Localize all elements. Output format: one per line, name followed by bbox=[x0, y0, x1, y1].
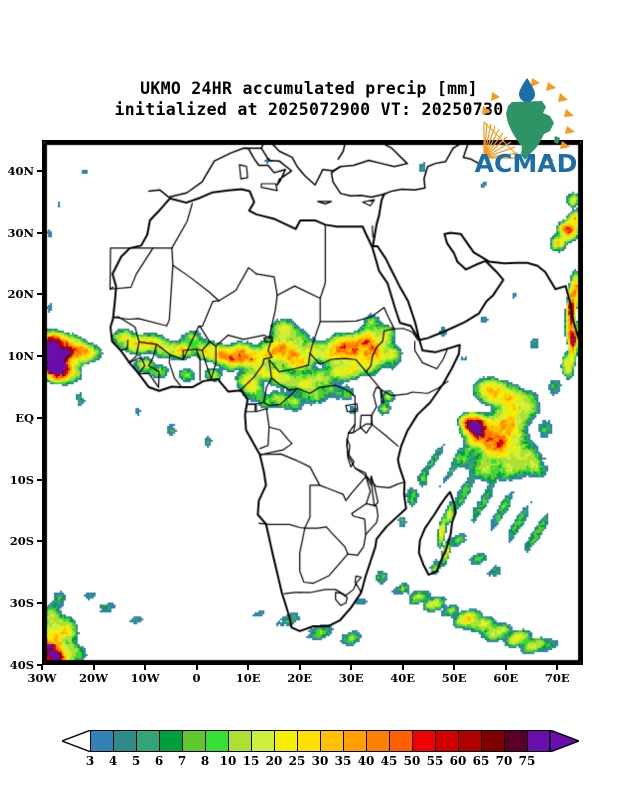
y-axis-tick bbox=[37, 602, 42, 605]
x-axis-tick bbox=[247, 665, 250, 670]
colorbar-cell bbox=[412, 730, 435, 752]
x-axis-label: 30W bbox=[27, 671, 57, 685]
colorbar-labels: 3 4 5 6 7 8 10 15 20 25 30 35 40 45 50 55 60 65 70 75 bbox=[0, 754, 618, 774]
colorbar-tick-label: 7 bbox=[177, 754, 187, 768]
colorbar-over-arrow bbox=[550, 730, 579, 752]
x-axis-tick bbox=[453, 665, 456, 670]
y-axis-label: 20N bbox=[7, 287, 34, 302]
x-axis-label: 10E bbox=[235, 671, 261, 685]
x-axis-tick bbox=[144, 665, 147, 670]
x-axis-label: 10W bbox=[130, 671, 160, 685]
colorbar-tick-label: 45 bbox=[380, 754, 398, 768]
x-axis-tick bbox=[41, 665, 43, 670]
x-axis-tick bbox=[298, 665, 301, 670]
precipitation-map bbox=[42, 140, 583, 665]
x-axis-tick bbox=[92, 665, 95, 670]
colorbar-tick-label: 50 bbox=[403, 754, 421, 768]
colorbar-swatches bbox=[90, 730, 550, 752]
y-axis-label: 30N bbox=[7, 225, 34, 240]
x-axis-label: 0 bbox=[192, 671, 201, 685]
x-axis-label: 40E bbox=[390, 671, 416, 685]
colorbar-tick-label: 40 bbox=[357, 754, 375, 768]
colorbar-tick-label: 25 bbox=[288, 754, 306, 768]
colorbar-cell bbox=[251, 730, 274, 752]
y-axis-label: 10N bbox=[7, 349, 34, 364]
colorbar-cell bbox=[205, 730, 228, 752]
x-axis-tick bbox=[504, 665, 507, 670]
logo-africa-shape bbox=[506, 101, 560, 160]
colorbar-cell bbox=[228, 730, 251, 752]
colorbar-tick-label: 8 bbox=[200, 754, 210, 768]
colorbar-under-arrow bbox=[62, 730, 91, 752]
y-axis-label: 20S bbox=[9, 534, 34, 549]
colorbar-cell bbox=[159, 730, 182, 752]
colorbar-tick-label: 10 bbox=[219, 754, 237, 768]
x-axis-label: 70E bbox=[544, 671, 570, 685]
y-axis-tick bbox=[37, 169, 42, 172]
y-axis-label: 30S bbox=[9, 596, 34, 611]
colorbar-tick-label: 55 bbox=[426, 754, 444, 768]
colorbar-cell bbox=[458, 730, 481, 752]
y-axis-tick bbox=[37, 540, 42, 543]
y-axis-tick bbox=[37, 355, 42, 358]
logo-water-drop bbox=[519, 78, 535, 102]
colorbar-cell bbox=[435, 730, 458, 752]
colorbar-cell bbox=[481, 730, 504, 752]
colorbar-tick-label: 70 bbox=[495, 754, 513, 768]
colorbar-cell bbox=[366, 730, 389, 752]
y-axis-tick bbox=[37, 293, 42, 296]
colorbar-cell bbox=[389, 730, 412, 752]
colorbar-tick-label: 35 bbox=[334, 754, 352, 768]
logo-text: ACMAD bbox=[475, 149, 578, 176]
colorbar: 3 4 5 6 7 8 10 15 20 25 30 35 40 45 50 55 60 65 70 75 bbox=[0, 726, 618, 786]
y-axis-tick bbox=[37, 664, 42, 666]
colorbar-cell bbox=[182, 730, 205, 752]
colorbar-tick-label: 75 bbox=[518, 754, 536, 768]
logo-ray-ring bbox=[482, 78, 575, 161]
map-canvas bbox=[44, 142, 581, 663]
x-axis-tick bbox=[350, 665, 353, 670]
colorbar-tick-label: 3 bbox=[85, 754, 95, 768]
colorbar-tick-label: 65 bbox=[472, 754, 490, 768]
y-axis-tick bbox=[37, 416, 42, 419]
colorbar-cell bbox=[90, 730, 113, 752]
colorbar-cell bbox=[113, 730, 136, 752]
x-axis-label: 60E bbox=[493, 671, 519, 685]
y-axis-label: 10S bbox=[9, 472, 34, 487]
x-axis-label: 50E bbox=[441, 671, 467, 685]
colorbar-cell bbox=[136, 730, 159, 752]
y-axis-tick bbox=[37, 231, 42, 234]
y-axis-label: EQ bbox=[15, 410, 34, 425]
y-axis-label: 40S bbox=[9, 658, 34, 672]
x-axis-label: 30E bbox=[338, 671, 364, 685]
acmad-logo: ACMAD bbox=[470, 76, 582, 176]
colorbar-cell bbox=[274, 730, 297, 752]
x-axis-tick bbox=[401, 665, 404, 670]
colorbar-tick-label: 20 bbox=[265, 754, 283, 768]
colorbar-cell bbox=[320, 730, 343, 752]
colorbar-cell bbox=[504, 730, 527, 752]
x-axis-label: 20W bbox=[79, 671, 108, 685]
colorbar-tick-label: 60 bbox=[449, 754, 467, 768]
x-axis-tick bbox=[195, 665, 198, 670]
logo-fan bbox=[483, 120, 522, 159]
x-axis-label: 20E bbox=[287, 671, 312, 685]
colorbar-tick-label: 4 bbox=[108, 754, 118, 768]
colorbar-tick-label: 15 bbox=[242, 754, 260, 768]
colorbar-tick-label: 6 bbox=[154, 754, 164, 768]
colorbar-cell bbox=[297, 730, 320, 752]
x-axis-tick bbox=[556, 665, 559, 670]
colorbar-tick-label: 5 bbox=[131, 754, 141, 768]
colorbar-cell bbox=[527, 730, 550, 752]
y-axis-label: 40N bbox=[7, 163, 34, 178]
colorbar-tick-label: 30 bbox=[311, 754, 329, 768]
colorbar-cell bbox=[343, 730, 366, 752]
y-axis-tick bbox=[37, 478, 42, 481]
